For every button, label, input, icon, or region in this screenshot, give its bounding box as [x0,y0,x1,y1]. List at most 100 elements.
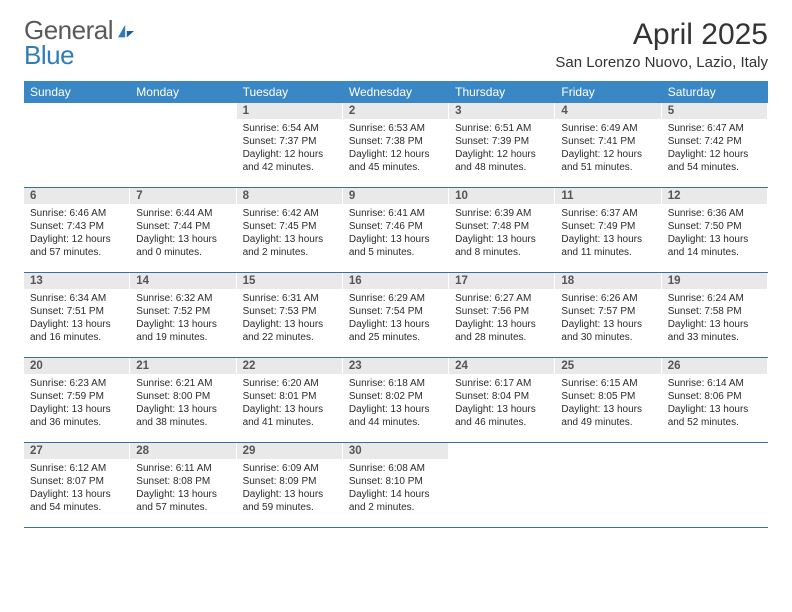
calendar-page: GeneralBlue April 2025 San Lorenzo Nuovo… [0,0,792,546]
sunrise-line: Sunrise: 6:41 AM [349,207,442,220]
day-number: 27 [24,443,129,459]
sunset-line: Sunset: 7:58 PM [668,305,761,318]
day-cell: 23Sunrise: 6:18 AMSunset: 8:02 PMDayligh… [343,358,449,442]
day-cell: 20Sunrise: 6:23 AMSunset: 7:59 PMDayligh… [24,358,130,442]
sunrise-line: Sunrise: 6:14 AM [668,377,761,390]
day-number: 19 [662,273,767,289]
weeks-container: 1Sunrise: 6:54 AMSunset: 7:37 PMDaylight… [24,103,768,528]
week-row: 6Sunrise: 6:46 AMSunset: 7:43 PMDaylight… [24,188,768,273]
daylight-line: Daylight: 13 hours and 33 minutes. [668,318,761,344]
day-body: Sunrise: 6:21 AMSunset: 8:00 PMDaylight:… [130,374,235,433]
daylight-line: Daylight: 13 hours and 11 minutes. [561,233,654,259]
day-number: 20 [24,358,129,374]
sunrise-line: Sunrise: 6:26 AM [561,292,654,305]
sunset-line: Sunset: 8:07 PM [30,475,123,488]
sunset-line: Sunset: 7:53 PM [243,305,336,318]
daylight-line: Daylight: 13 hours and 59 minutes. [243,488,336,514]
day-cell: 11Sunrise: 6:37 AMSunset: 7:49 PMDayligh… [555,188,661,272]
daylight-line: Daylight: 13 hours and 25 minutes. [349,318,442,344]
week-row: 13Sunrise: 6:34 AMSunset: 7:51 PMDayligh… [24,273,768,358]
sunset-line: Sunset: 7:44 PM [136,220,229,233]
location-text: San Lorenzo Nuovo, Lazio, Italy [555,54,768,71]
top-row: GeneralBlue April 2025 San Lorenzo Nuovo… [24,18,768,71]
daylight-line: Daylight: 13 hours and 0 minutes. [136,233,229,259]
day-body: Sunrise: 6:47 AMSunset: 7:42 PMDaylight:… [662,119,767,178]
calendar-grid: SundayMondayTuesdayWednesdayThursdayFrid… [24,81,768,528]
sunset-line: Sunset: 8:08 PM [136,475,229,488]
sunrise-line: Sunrise: 6:12 AM [30,462,123,475]
day-cell: 7Sunrise: 6:44 AMSunset: 7:44 PMDaylight… [130,188,236,272]
sunset-line: Sunset: 7:52 PM [136,305,229,318]
day-number: 30 [343,443,448,459]
day-cell: 16Sunrise: 6:29 AMSunset: 7:54 PMDayligh… [343,273,449,357]
daylight-line: Daylight: 13 hours and 57 minutes. [136,488,229,514]
day-cell: 28Sunrise: 6:11 AMSunset: 8:08 PMDayligh… [130,443,236,527]
day-number: 5 [662,103,767,119]
day-cell: 8Sunrise: 6:42 AMSunset: 7:45 PMDaylight… [237,188,343,272]
day-body: Sunrise: 6:29 AMSunset: 7:54 PMDaylight:… [343,289,448,348]
sunset-line: Sunset: 7:43 PM [30,220,123,233]
daylight-line: Daylight: 14 hours and 2 minutes. [349,488,442,514]
day-number: 13 [24,273,129,289]
day-number: 24 [449,358,554,374]
daylight-line: Daylight: 13 hours and 2 minutes. [243,233,336,259]
daylight-line: Daylight: 12 hours and 51 minutes. [561,148,654,174]
day-cell: 18Sunrise: 6:26 AMSunset: 7:57 PMDayligh… [555,273,661,357]
sunrise-line: Sunrise: 6:54 AM [243,122,336,135]
day-cell: 24Sunrise: 6:17 AMSunset: 8:04 PMDayligh… [449,358,555,442]
daylight-line: Daylight: 13 hours and 14 minutes. [668,233,761,259]
daylight-line: Daylight: 12 hours and 42 minutes. [243,148,336,174]
sunrise-line: Sunrise: 6:09 AM [243,462,336,475]
daylight-line: Daylight: 13 hours and 30 minutes. [561,318,654,344]
empty-day-cell [130,103,236,187]
sunrise-line: Sunrise: 6:51 AM [455,122,548,135]
sunrise-line: Sunrise: 6:27 AM [455,292,548,305]
empty-day-cell [662,443,768,527]
day-body: Sunrise: 6:18 AMSunset: 8:02 PMDaylight:… [343,374,448,433]
day-cell: 25Sunrise: 6:15 AMSunset: 8:05 PMDayligh… [555,358,661,442]
daylight-line: Daylight: 13 hours and 52 minutes. [668,403,761,429]
day-body: Sunrise: 6:27 AMSunset: 7:56 PMDaylight:… [449,289,554,348]
daylight-line: Daylight: 13 hours and 36 minutes. [30,403,123,429]
day-number: 23 [343,358,448,374]
daylight-line: Daylight: 13 hours and 44 minutes. [349,403,442,429]
day-number: 15 [237,273,342,289]
day-cell: 9 Sunrise: 6:41 AMSunset: 7:46 PMDaylight… [343,188,449,272]
sunset-line: Sunset: 7:46 PM [349,220,442,233]
day-cell: 29Sunrise: 6:09 AMSunset: 8:09 PMDayligh… [237,443,343,527]
sunrise-line: Sunrise: 6:37 AM [561,207,654,220]
day-cell: 12Sunrise: 6:36 AMSunset: 7:50 PMDayligh… [662,188,768,272]
day-number: 17 [449,273,554,289]
sunset-line: Sunset: 7:51 PM [30,305,123,318]
sunrise-line: Sunrise: 6:18 AM [349,377,442,390]
day-cell: 13Sunrise: 6:34 AMSunset: 7:51 PMDayligh… [24,273,130,357]
sunset-line: Sunset: 7:54 PM [349,305,442,318]
day-body: Sunrise: 6:49 AMSunset: 7:41 PMDaylight:… [555,119,660,178]
day-body: Sunrise: 6:34 AMSunset: 7:51 PMDaylight:… [24,289,129,348]
daylight-line: Daylight: 13 hours and 54 minutes. [30,488,123,514]
sunset-line: Sunset: 7:38 PM [349,135,442,148]
sunset-line: Sunset: 7:57 PM [561,305,654,318]
week-row: 1Sunrise: 6:54 AMSunset: 7:37 PMDaylight… [24,103,768,188]
sunset-line: Sunset: 8:09 PM [243,475,336,488]
empty-day-cell [24,103,130,187]
sunset-line: Sunset: 7:37 PM [243,135,336,148]
weekday-header: Thursday [449,81,555,103]
sunset-line: Sunset: 8:01 PM [243,390,336,403]
daylight-line: Daylight: 13 hours and 38 minutes. [136,403,229,429]
day-number: 4 [555,103,660,119]
sunrise-line: Sunrise: 6:53 AM [349,122,442,135]
day-number: 9 [343,188,448,204]
day-cell: 3Sunrise: 6:51 AMSunset: 7:39 PMDaylight… [449,103,555,187]
sunrise-line: Sunrise: 6:44 AM [136,207,229,220]
day-cell: 5Sunrise: 6:47 AMSunset: 7:42 PMDaylight… [662,103,768,187]
sunrise-line: Sunrise: 6:49 AM [561,122,654,135]
sunset-line: Sunset: 8:02 PM [349,390,442,403]
sunset-line: Sunset: 7:56 PM [455,305,548,318]
sunrise-line: Sunrise: 6:42 AM [243,207,336,220]
daylight-line: Daylight: 13 hours and 5 minutes. [349,233,442,259]
daylight-line: Daylight: 13 hours and 41 minutes. [243,403,336,429]
day-cell: 10Sunrise: 6:39 AMSunset: 7:48 PMDayligh… [449,188,555,272]
day-cell: 27 Sunrise: 6:12 AMSunset: 8:07 PMDayligh… [24,443,130,527]
day-cell: 15Sunrise: 6:31 AMSunset: 7:53 PMDayligh… [237,273,343,357]
